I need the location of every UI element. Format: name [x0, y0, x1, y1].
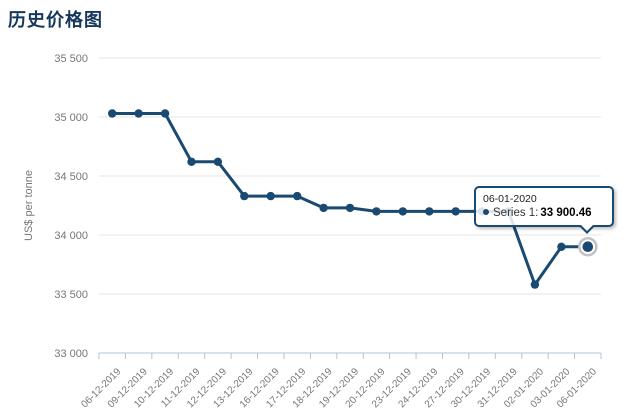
y-tick-label: 34 000 [54, 230, 88, 242]
y-axis-title: US$ per tonne [23, 170, 35, 241]
tooltip: 06-01-2020 Series 1: 33 900.46 [474, 186, 614, 234]
data-point[interactable] [451, 207, 460, 216]
data-point[interactable] [319, 203, 328, 213]
tooltip-series-label: Series 1: [493, 207, 539, 219]
tooltip-value: 33 900.46 [540, 207, 592, 219]
data-point[interactable] [134, 109, 143, 118]
x-axis [98, 352, 602, 359]
data-point[interactable] [398, 207, 407, 216]
data-point[interactable] [345, 203, 355, 213]
tooltip-arrow-fill-icon [581, 225, 593, 231]
y-tick-label: 34 500 [54, 171, 88, 183]
data-point[interactable] [530, 280, 540, 289]
data-point[interactable] [266, 191, 275, 201]
y-tick-label: 35 000 [54, 112, 88, 124]
y-axis-labels: 33 000 33 500 34 000 34 500 35 000 35 500 [54, 53, 88, 360]
selected-data-point[interactable] [582, 241, 594, 252]
page-title: 历史价格图 [8, 10, 103, 30]
series-marker-dot-icon [483, 209, 489, 215]
x-axis-labels: 06-12-201909-12-201910-12-201911-12-2019… [79, 366, 599, 410]
data-point[interactable] [425, 207, 434, 216]
y-tick-label: 33 500 [54, 289, 88, 301]
data-point[interactable] [187, 157, 196, 166]
y-tick-label: 35 500 [54, 53, 88, 65]
data-point[interactable] [160, 109, 170, 118]
data-point[interactable] [557, 242, 566, 251]
tooltip-series-row: Series 1: 33 900.46 [483, 207, 605, 219]
data-point[interactable] [240, 191, 249, 201]
data-point[interactable] [293, 191, 302, 201]
data-point[interactable] [213, 157, 223, 166]
tooltip-date: 06-01-2020 [483, 193, 537, 205]
gridlines [99, 57, 601, 295]
y-tick-label: 33 000 [54, 348, 88, 360]
data-point[interactable] [108, 109, 117, 118]
data-point[interactable] [372, 207, 381, 216]
